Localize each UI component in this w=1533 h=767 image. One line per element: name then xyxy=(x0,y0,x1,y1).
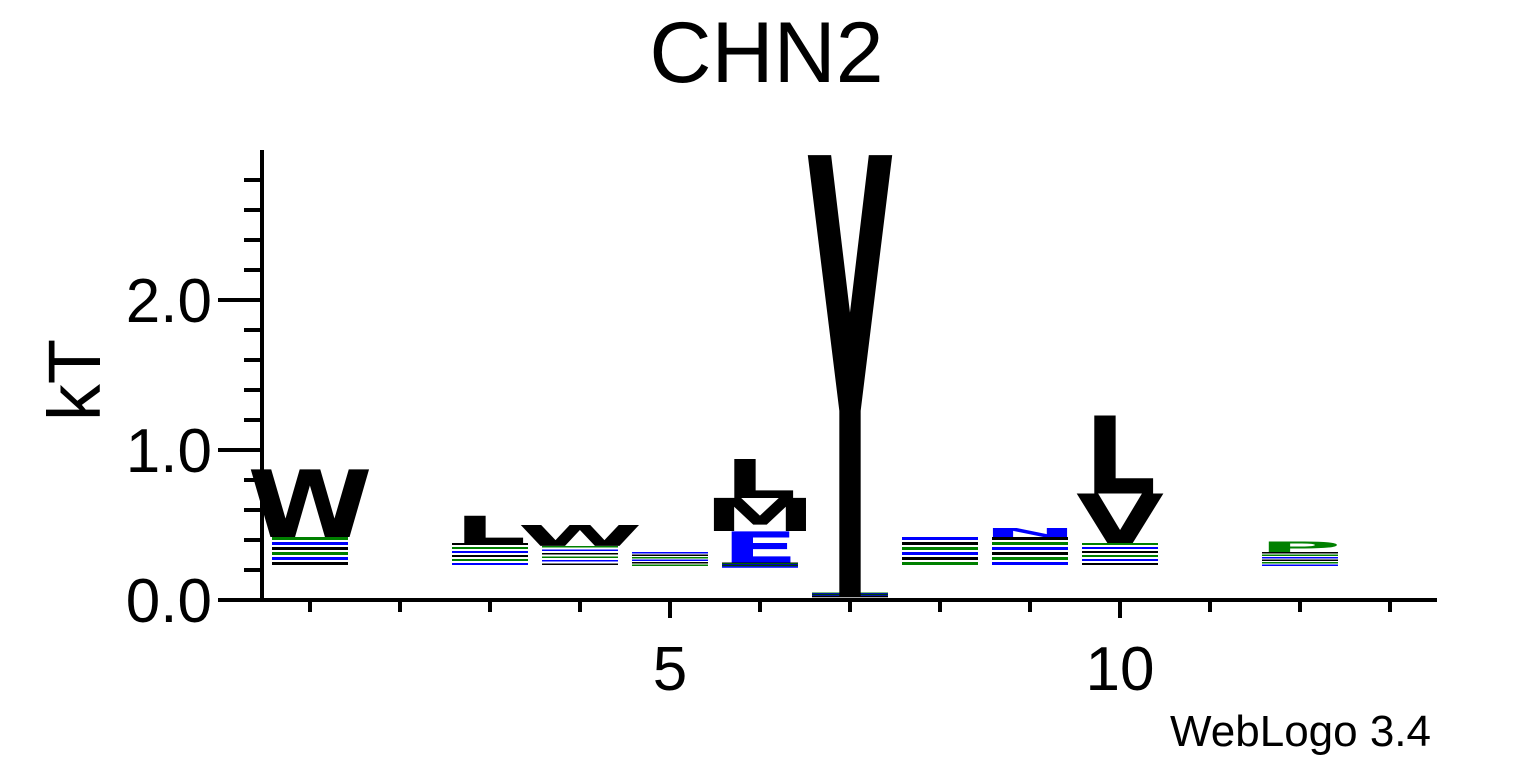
minor-letter xyxy=(452,563,528,565)
logo-letter-y: Y xyxy=(807,34,892,740)
minor-letter xyxy=(992,537,1068,540)
minor-letter xyxy=(272,562,348,565)
minor-letter xyxy=(1082,551,1158,553)
logo-letter-w: W xyxy=(517,519,642,553)
minor-letter xyxy=(902,552,978,555)
minor-letter xyxy=(542,553,618,555)
minor-letter xyxy=(452,555,528,557)
logo-letter-l: L xyxy=(724,449,796,511)
minor-letter xyxy=(1082,559,1158,561)
y-tick-label: 1.0 xyxy=(126,417,212,486)
minor-letter xyxy=(902,547,978,550)
x-tick-label: 10 xyxy=(1086,635,1155,704)
logo-letter-n: N xyxy=(983,526,1078,540)
logo-letter-l: L xyxy=(454,509,526,552)
y-tick-label: 0.0 xyxy=(126,567,212,636)
y-axis-label: kT xyxy=(33,339,116,421)
logo-letter-v: V xyxy=(1076,481,1164,560)
minor-letter xyxy=(992,542,1068,545)
axis-labels: 0.0 1.0 2.0 5 10 kT xyxy=(33,267,1154,704)
minor-letter xyxy=(1262,559,1338,561)
logo-letter-p: P xyxy=(1258,539,1341,556)
minor-letter xyxy=(632,562,708,564)
chart-title: CHN2 xyxy=(649,5,884,101)
minor-letter xyxy=(632,554,708,556)
minor-letter xyxy=(902,542,978,545)
x-tick-label: 5 xyxy=(653,635,687,704)
minor-letter xyxy=(542,546,618,548)
logo-letter-m: M xyxy=(704,490,817,542)
minor-letter xyxy=(272,537,348,540)
minor-letter xyxy=(812,595,888,598)
minor-letter xyxy=(542,549,618,551)
minor-letter xyxy=(1082,555,1158,557)
minor-letter xyxy=(452,551,528,553)
minor-letter xyxy=(992,557,1068,560)
minor-letter xyxy=(1262,562,1338,564)
minor-letter xyxy=(542,556,618,558)
minor-letter xyxy=(1082,563,1158,565)
minor-letter xyxy=(902,562,978,565)
weblogo-credit: WebLogo 3.4 xyxy=(1170,707,1431,756)
minor-letter xyxy=(632,552,708,554)
logo-letter-w: W xyxy=(247,452,372,559)
minor-letter xyxy=(632,557,708,559)
minor-letter xyxy=(632,559,708,561)
minor-letter xyxy=(1082,547,1158,549)
minor-letter xyxy=(1262,554,1338,556)
minor-letter xyxy=(1262,557,1338,559)
minor-letter xyxy=(272,547,348,550)
minor-letter xyxy=(722,566,798,568)
minor-letter xyxy=(1082,543,1158,545)
minor-letter xyxy=(272,542,348,545)
axes xyxy=(218,150,1437,618)
minor-letter xyxy=(272,552,348,555)
logo-letter-e: E xyxy=(721,523,799,573)
minor-letter xyxy=(992,562,1068,565)
minor-letter xyxy=(632,564,708,566)
minor-letter xyxy=(452,543,528,545)
minor-letter xyxy=(272,557,348,560)
minor-letter xyxy=(542,563,618,565)
minor-letter xyxy=(542,560,618,562)
minor-letter xyxy=(992,552,1068,555)
minor-letter xyxy=(452,547,528,549)
minor-letter xyxy=(1262,552,1338,554)
y-tick-label: 2.0 xyxy=(126,267,212,336)
minor-letter xyxy=(992,547,1068,550)
minor-letter xyxy=(902,557,978,560)
logo-letter-l: L xyxy=(1084,395,1156,519)
minor-letter xyxy=(902,537,978,540)
minor-letter xyxy=(452,559,528,561)
minor-letter xyxy=(1262,564,1338,566)
